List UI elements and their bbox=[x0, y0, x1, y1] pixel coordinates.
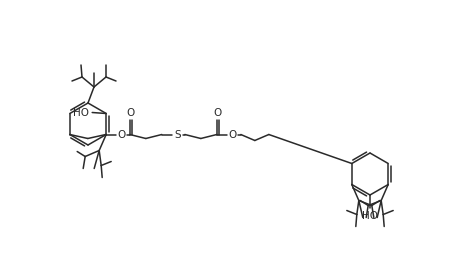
Text: HO: HO bbox=[73, 107, 89, 117]
Text: HO: HO bbox=[362, 211, 378, 221]
Text: O: O bbox=[229, 129, 237, 139]
Text: S: S bbox=[174, 129, 181, 139]
Text: O: O bbox=[127, 108, 135, 118]
Text: O: O bbox=[214, 108, 222, 118]
Text: O: O bbox=[118, 129, 126, 139]
